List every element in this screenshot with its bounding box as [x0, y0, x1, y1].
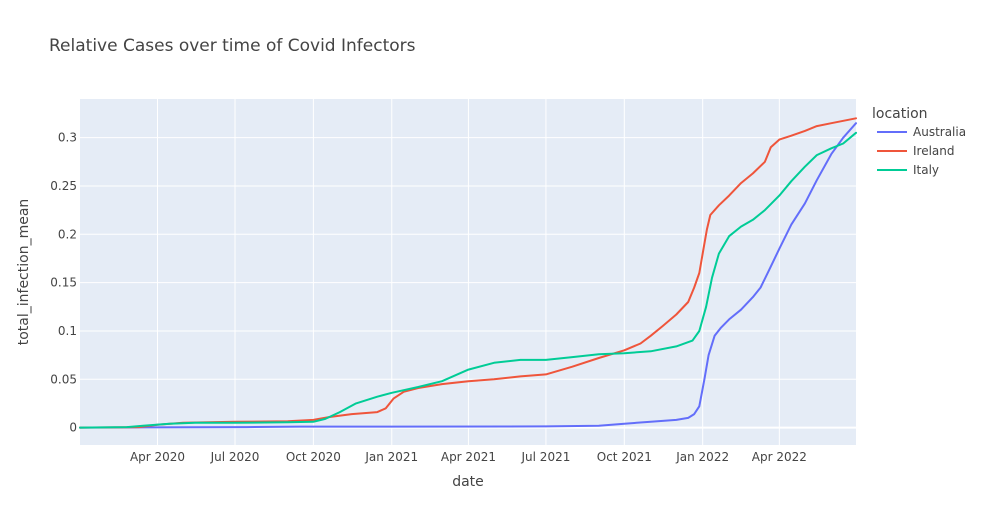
x-tick-label: Apr 2022 [752, 450, 807, 464]
legend: location Australia Ireland Italy [872, 106, 966, 177]
x-tick-labels: Apr 2020 Jul 2020 Oct 2020 Jan 2021 Apr 2021… [130, 450, 807, 464]
legend-label-ireland[interactable]: Ireland [913, 144, 955, 158]
x-tick-label: Oct 2021 [597, 450, 652, 464]
legend-label-australia[interactable]: Australia [913, 125, 966, 139]
legend-title: location [872, 106, 928, 122]
x-axis-label: date [452, 474, 484, 490]
y-axis-label: total_infection_mean [16, 199, 32, 346]
y-tick-label: 0.3 [58, 131, 77, 145]
y-tick-label: 0.25 [50, 179, 77, 193]
grid-lines [80, 99, 856, 445]
x-tick-label: Jul 2020 [210, 450, 260, 464]
y-tick-label: 0.2 [58, 227, 77, 241]
y-tick-label: 0.05 [50, 372, 77, 386]
x-tick-label: Apr 2020 [130, 450, 185, 464]
x-tick-label: Jan 2022 [675, 450, 729, 464]
series-line-australia[interactable] [79, 122, 857, 429]
y-tick-label: 0.15 [50, 276, 77, 290]
x-tick-label: Jan 2021 [364, 450, 418, 464]
y-tick-label: 0 [69, 421, 77, 435]
x-tick-label: Jul 2021 [521, 450, 571, 464]
y-tick-labels: 0 0.05 0.1 0.15 0.2 0.25 0.3 [50, 131, 77, 435]
x-tick-label: Oct 2020 [286, 450, 341, 464]
legend-items: Australia Ireland Italy [877, 125, 966, 177]
series-line-italy[interactable] [79, 131, 857, 429]
series-line-ireland[interactable] [79, 117, 857, 429]
legend-label-italy[interactable]: Italy [913, 163, 939, 177]
chart-title: Relative Cases over time of Covid Infect… [49, 36, 416, 56]
y-tick-label: 0.1 [58, 324, 77, 338]
series-lines [79, 117, 857, 429]
x-tick-label: Apr 2021 [441, 450, 496, 464]
